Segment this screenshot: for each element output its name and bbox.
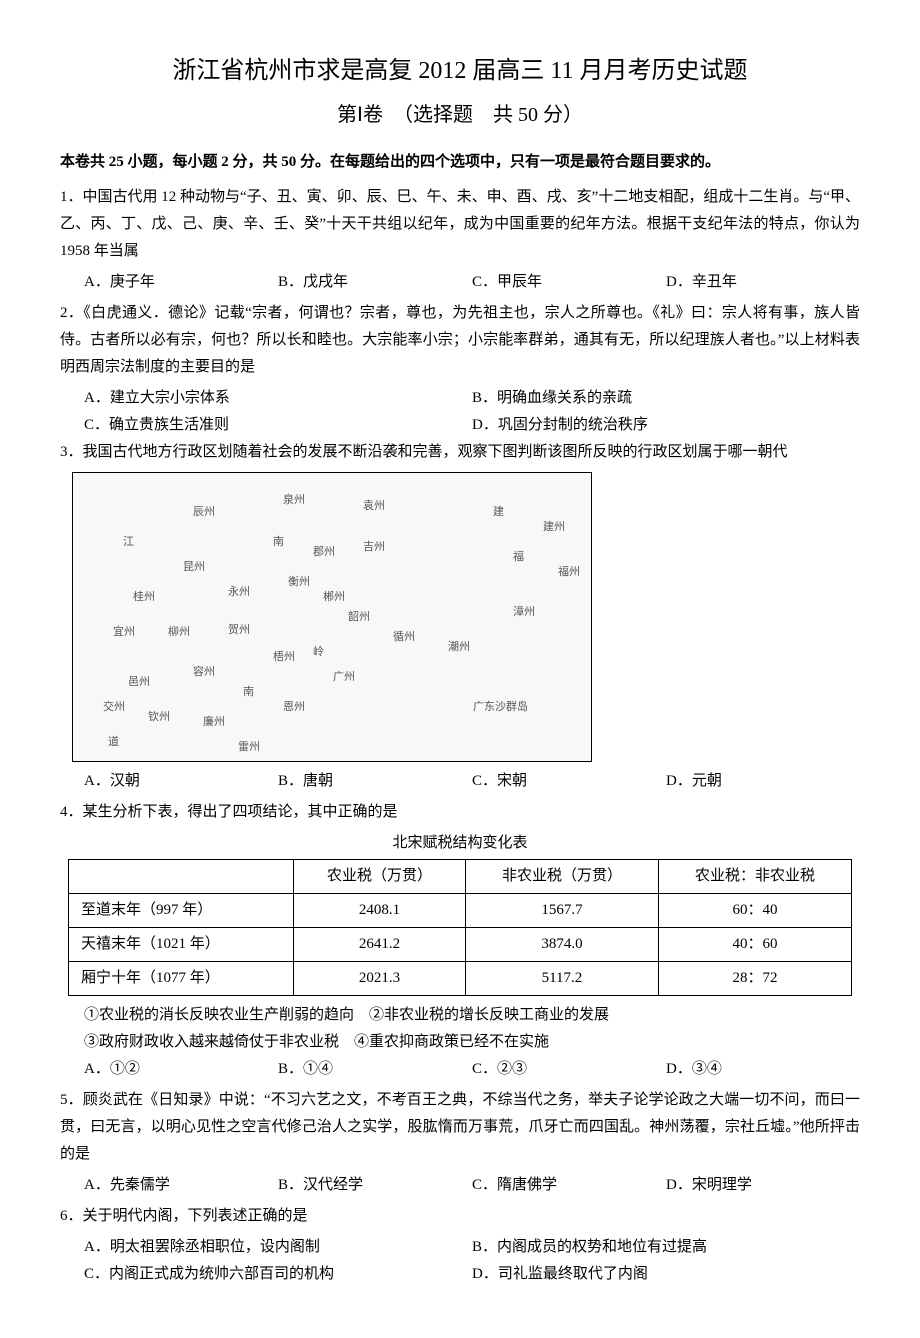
- map-label: 潮州: [448, 638, 470, 658]
- map-label: 建: [493, 503, 504, 523]
- map-label: 容州: [193, 663, 215, 683]
- question-2-text: 2．《白虎通义．德论》记载“宗者，何谓也？宗者，尊也，为先祖主也，宗人之所尊也。…: [60, 300, 860, 381]
- map-label: 袁州: [363, 497, 385, 517]
- question-3-text: 3．我国古代地方行政区划随着社会的发展不断沿袭和完善，观察下图判断该图所反映的行…: [60, 439, 860, 466]
- cell: 3874.0: [465, 928, 658, 962]
- question-4-text: 4．某生分析下表，得出了四项结论，其中正确的是: [60, 799, 860, 826]
- q1-opt-b: B．戊戌年: [278, 269, 472, 296]
- q2-opt-b: B．明确血缘关系的亲疏: [472, 385, 860, 412]
- map-label: 南: [273, 533, 284, 553]
- q4-opt-d: D．③④: [666, 1056, 860, 1083]
- map-label: 福: [513, 548, 524, 568]
- map-figure: 辰州泉州袁州江昆州南郡州吉州建建州福福州桂州永州衡州郴州韶州漳州宜州柳州贺州梧州…: [72, 472, 592, 762]
- map-label: 循州: [393, 628, 415, 648]
- map-label: 泉州: [283, 491, 305, 511]
- q6-opt-d: D．司礼监最终取代了内阁: [472, 1261, 860, 1288]
- q5-opt-c: C．隋唐佛学: [472, 1172, 666, 1199]
- cell: 60：40: [658, 894, 851, 928]
- cell: 厢宁十年（1077 年）: [69, 962, 294, 996]
- q5-opt-b: B．汉代经学: [278, 1172, 472, 1199]
- map-label: 岭: [313, 643, 324, 663]
- map-label: 雷州: [238, 738, 260, 758]
- map-label: 广州: [333, 668, 355, 688]
- q4-sub1: ①农业税的消长反映农业生产削弱的趋向 ②非农业税的增长反映工商业的发展: [60, 1002, 860, 1029]
- q6-opt-c: C．内阁正式成为统帅六部百司的机构: [84, 1261, 472, 1288]
- q6-opt-b: B．内阁成员的权势和地位有过提高: [472, 1234, 860, 1261]
- map-label: 福州: [558, 563, 580, 583]
- th-2: 非农业税（万贯）: [465, 860, 658, 894]
- cell: 5117.2: [465, 962, 658, 996]
- q5-opt-a: A．先秦儒学: [84, 1172, 278, 1199]
- map-label: 桂州: [133, 588, 155, 608]
- q2-opt-c: C．确立贵族生活准则: [84, 412, 472, 439]
- q3-opt-b: B．唐朝: [278, 768, 472, 795]
- cell: 天禧末年（1021 年）: [69, 928, 294, 962]
- instructions: 本卷共 25 小题，每小题 2 分，共 50 分。在每题给出的四个选项中，只有一…: [60, 149, 860, 176]
- map-label: 韶州: [348, 608, 370, 628]
- th-1: 农业税（万贯）: [294, 860, 466, 894]
- question-1-text: 1．中国古代用 12 种动物与“子、丑、寅、卯、辰、巳、午、未、申、酉、戌、亥”…: [60, 184, 860, 265]
- question-5-text: 5．顾炎武在《日知录》中说：“不习六艺之文，不考百王之典，不综当代之务，举夫子论…: [60, 1087, 860, 1168]
- q3-opt-c: C．宋朝: [472, 768, 666, 795]
- q3-opt-d: D．元朝: [666, 768, 860, 795]
- cell: 至道末年（997 年）: [69, 894, 294, 928]
- question-6-text: 6．关于明代内阁，下列表述正确的是: [60, 1203, 860, 1230]
- cell: 28：72: [658, 962, 851, 996]
- map-label: 建州: [543, 518, 565, 538]
- table-row: 农业税（万贯） 非农业税（万贯） 农业税：非农业税: [69, 860, 852, 894]
- q5-opt-d: D．宋明理学: [666, 1172, 860, 1199]
- q4-opt-b: B．①④: [278, 1056, 472, 1083]
- page-subtitle: 第Ⅰ卷 （选择题 共 50 分）: [60, 97, 860, 133]
- map-label: 梧州: [273, 648, 295, 668]
- table-row: 至道末年（997 年） 2408.1 1567.7 60：40: [69, 894, 852, 928]
- map-label: 江: [123, 533, 134, 553]
- map-label: 宜州: [113, 623, 135, 643]
- map-label: 吉州: [363, 538, 385, 558]
- map-label: 辰州: [193, 503, 215, 523]
- q4-opt-c: C．②③: [472, 1056, 666, 1083]
- q4-opt-a: A．①②: [84, 1056, 278, 1083]
- map-label: 廉州: [203, 713, 225, 733]
- table-row: 厢宁十年（1077 年） 2021.3 5117.2 28：72: [69, 962, 852, 996]
- map-label: 永州: [228, 583, 250, 603]
- map-label: 柳州: [168, 623, 190, 643]
- th-3: 农业税：非农业税: [658, 860, 851, 894]
- q2-opt-d: D．巩固分封制的统治秩序: [472, 412, 860, 439]
- page-title: 浙江省杭州市求是高复 2012 届高三 11 月月考历史试题: [60, 50, 860, 93]
- cell: 2641.2: [294, 928, 466, 962]
- map-label: 道: [108, 733, 119, 753]
- cell: 40：60: [658, 928, 851, 962]
- map-label: 交州: [103, 698, 125, 718]
- cell: 2408.1: [294, 894, 466, 928]
- tax-table: 农业税（万贯） 非农业税（万贯） 农业税：非农业税 至道末年（997 年） 24…: [68, 859, 852, 996]
- q2-opt-a: A．建立大宗小宗体系: [84, 385, 472, 412]
- map-label: 漳州: [513, 603, 535, 623]
- q1-opt-d: D．辛丑年: [666, 269, 860, 296]
- map-label: 郡州: [313, 543, 335, 563]
- map-label: 贺州: [228, 621, 250, 641]
- map-label: 昆州: [183, 558, 205, 578]
- map-label: 恩州: [283, 698, 305, 718]
- map-label: 邑州: [128, 673, 150, 693]
- cell: 2021.3: [294, 962, 466, 996]
- table-caption: 北宋赋税结构变化表: [60, 830, 860, 857]
- q1-opt-a: A．庚子年: [84, 269, 278, 296]
- th-0: [69, 860, 294, 894]
- map-label: 衡州: [288, 573, 310, 593]
- q4-sub2: ③政府财政收入越来越倚仗于非农业税 ④重农抑商政策已经不在实施: [60, 1029, 860, 1056]
- q6-opt-a: A．明太祖罢除丞相职位，设内阁制: [84, 1234, 472, 1261]
- q1-opt-c: C．甲辰年: [472, 269, 666, 296]
- table-row: 天禧末年（1021 年） 2641.2 3874.0 40：60: [69, 928, 852, 962]
- cell: 1567.7: [465, 894, 658, 928]
- map-label: 郴州: [323, 588, 345, 608]
- q3-opt-a: A．汉朝: [84, 768, 278, 795]
- map-label: 南: [243, 683, 254, 703]
- map-label: 广东沙群岛: [473, 698, 528, 718]
- map-label: 钦州: [148, 708, 170, 728]
